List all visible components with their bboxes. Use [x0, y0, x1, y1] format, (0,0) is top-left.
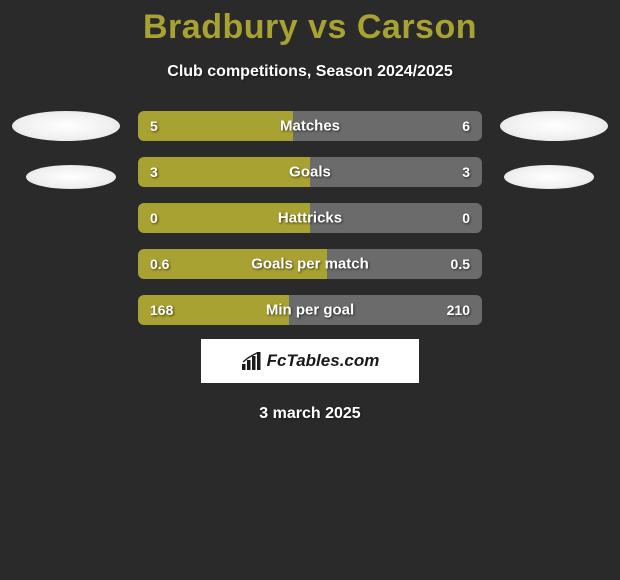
stat-row: 0.6 0.5 Goals per match	[138, 249, 482, 279]
player-avatar-left-2	[26, 165, 116, 189]
stat-value-left: 0.6	[150, 256, 169, 272]
brand-badge[interactable]: FcTables.com	[201, 339, 419, 383]
stat-value-right: 6	[462, 118, 470, 134]
player-avatar-right-1	[500, 111, 608, 141]
subtitle: Club competitions, Season 2024/2025	[0, 63, 620, 81]
date-line: 3 march 2025	[0, 405, 620, 423]
stat-label: Goals per match	[251, 256, 369, 273]
stat-label: Hattricks	[278, 210, 342, 227]
player-avatar-left-1	[12, 111, 120, 141]
stat-label: Min per goal	[266, 302, 354, 319]
stat-value-right: 3	[462, 164, 470, 180]
stat-bar-left	[138, 111, 293, 141]
stat-label: Matches	[280, 118, 340, 135]
stat-value-left: 168	[150, 302, 173, 318]
stat-value-left: 3	[150, 164, 158, 180]
stat-row: 3 3 Goals	[138, 157, 482, 187]
stat-label: Goals	[289, 164, 331, 181]
stat-value-left: 0	[150, 210, 158, 226]
stat-row: 5 6 Matches	[138, 111, 482, 141]
stat-value-right: 0	[462, 210, 470, 226]
player-avatar-right-2	[504, 165, 594, 189]
stat-bar-left	[138, 157, 310, 187]
bar-chart-icon	[241, 352, 263, 370]
stat-value-right: 210	[447, 302, 470, 318]
stat-row: 168 210 Min per goal	[138, 295, 482, 325]
stat-bars: 5 6 Matches 3 3 Goals 0 0 Hattricks 0.6 0.5 Goals p…	[138, 111, 482, 325]
stat-bar-right	[310, 157, 482, 187]
comparison-infographic: Bradbury vs Carson Club competitions, Se…	[0, 0, 620, 423]
comparison-area: 5 6 Matches 3 3 Goals 0 0 Hattricks 0.6 0.5 Goals p…	[0, 111, 620, 325]
brand-text: FcTables.com	[267, 351, 380, 371]
right-avatar-column	[500, 111, 608, 189]
stat-value-right: 0.5	[451, 256, 470, 272]
page-title: Bradbury vs Carson	[0, 0, 620, 47]
stat-value-left: 5	[150, 118, 158, 134]
stat-row: 0 0 Hattricks	[138, 203, 482, 233]
left-avatar-column	[12, 111, 120, 189]
